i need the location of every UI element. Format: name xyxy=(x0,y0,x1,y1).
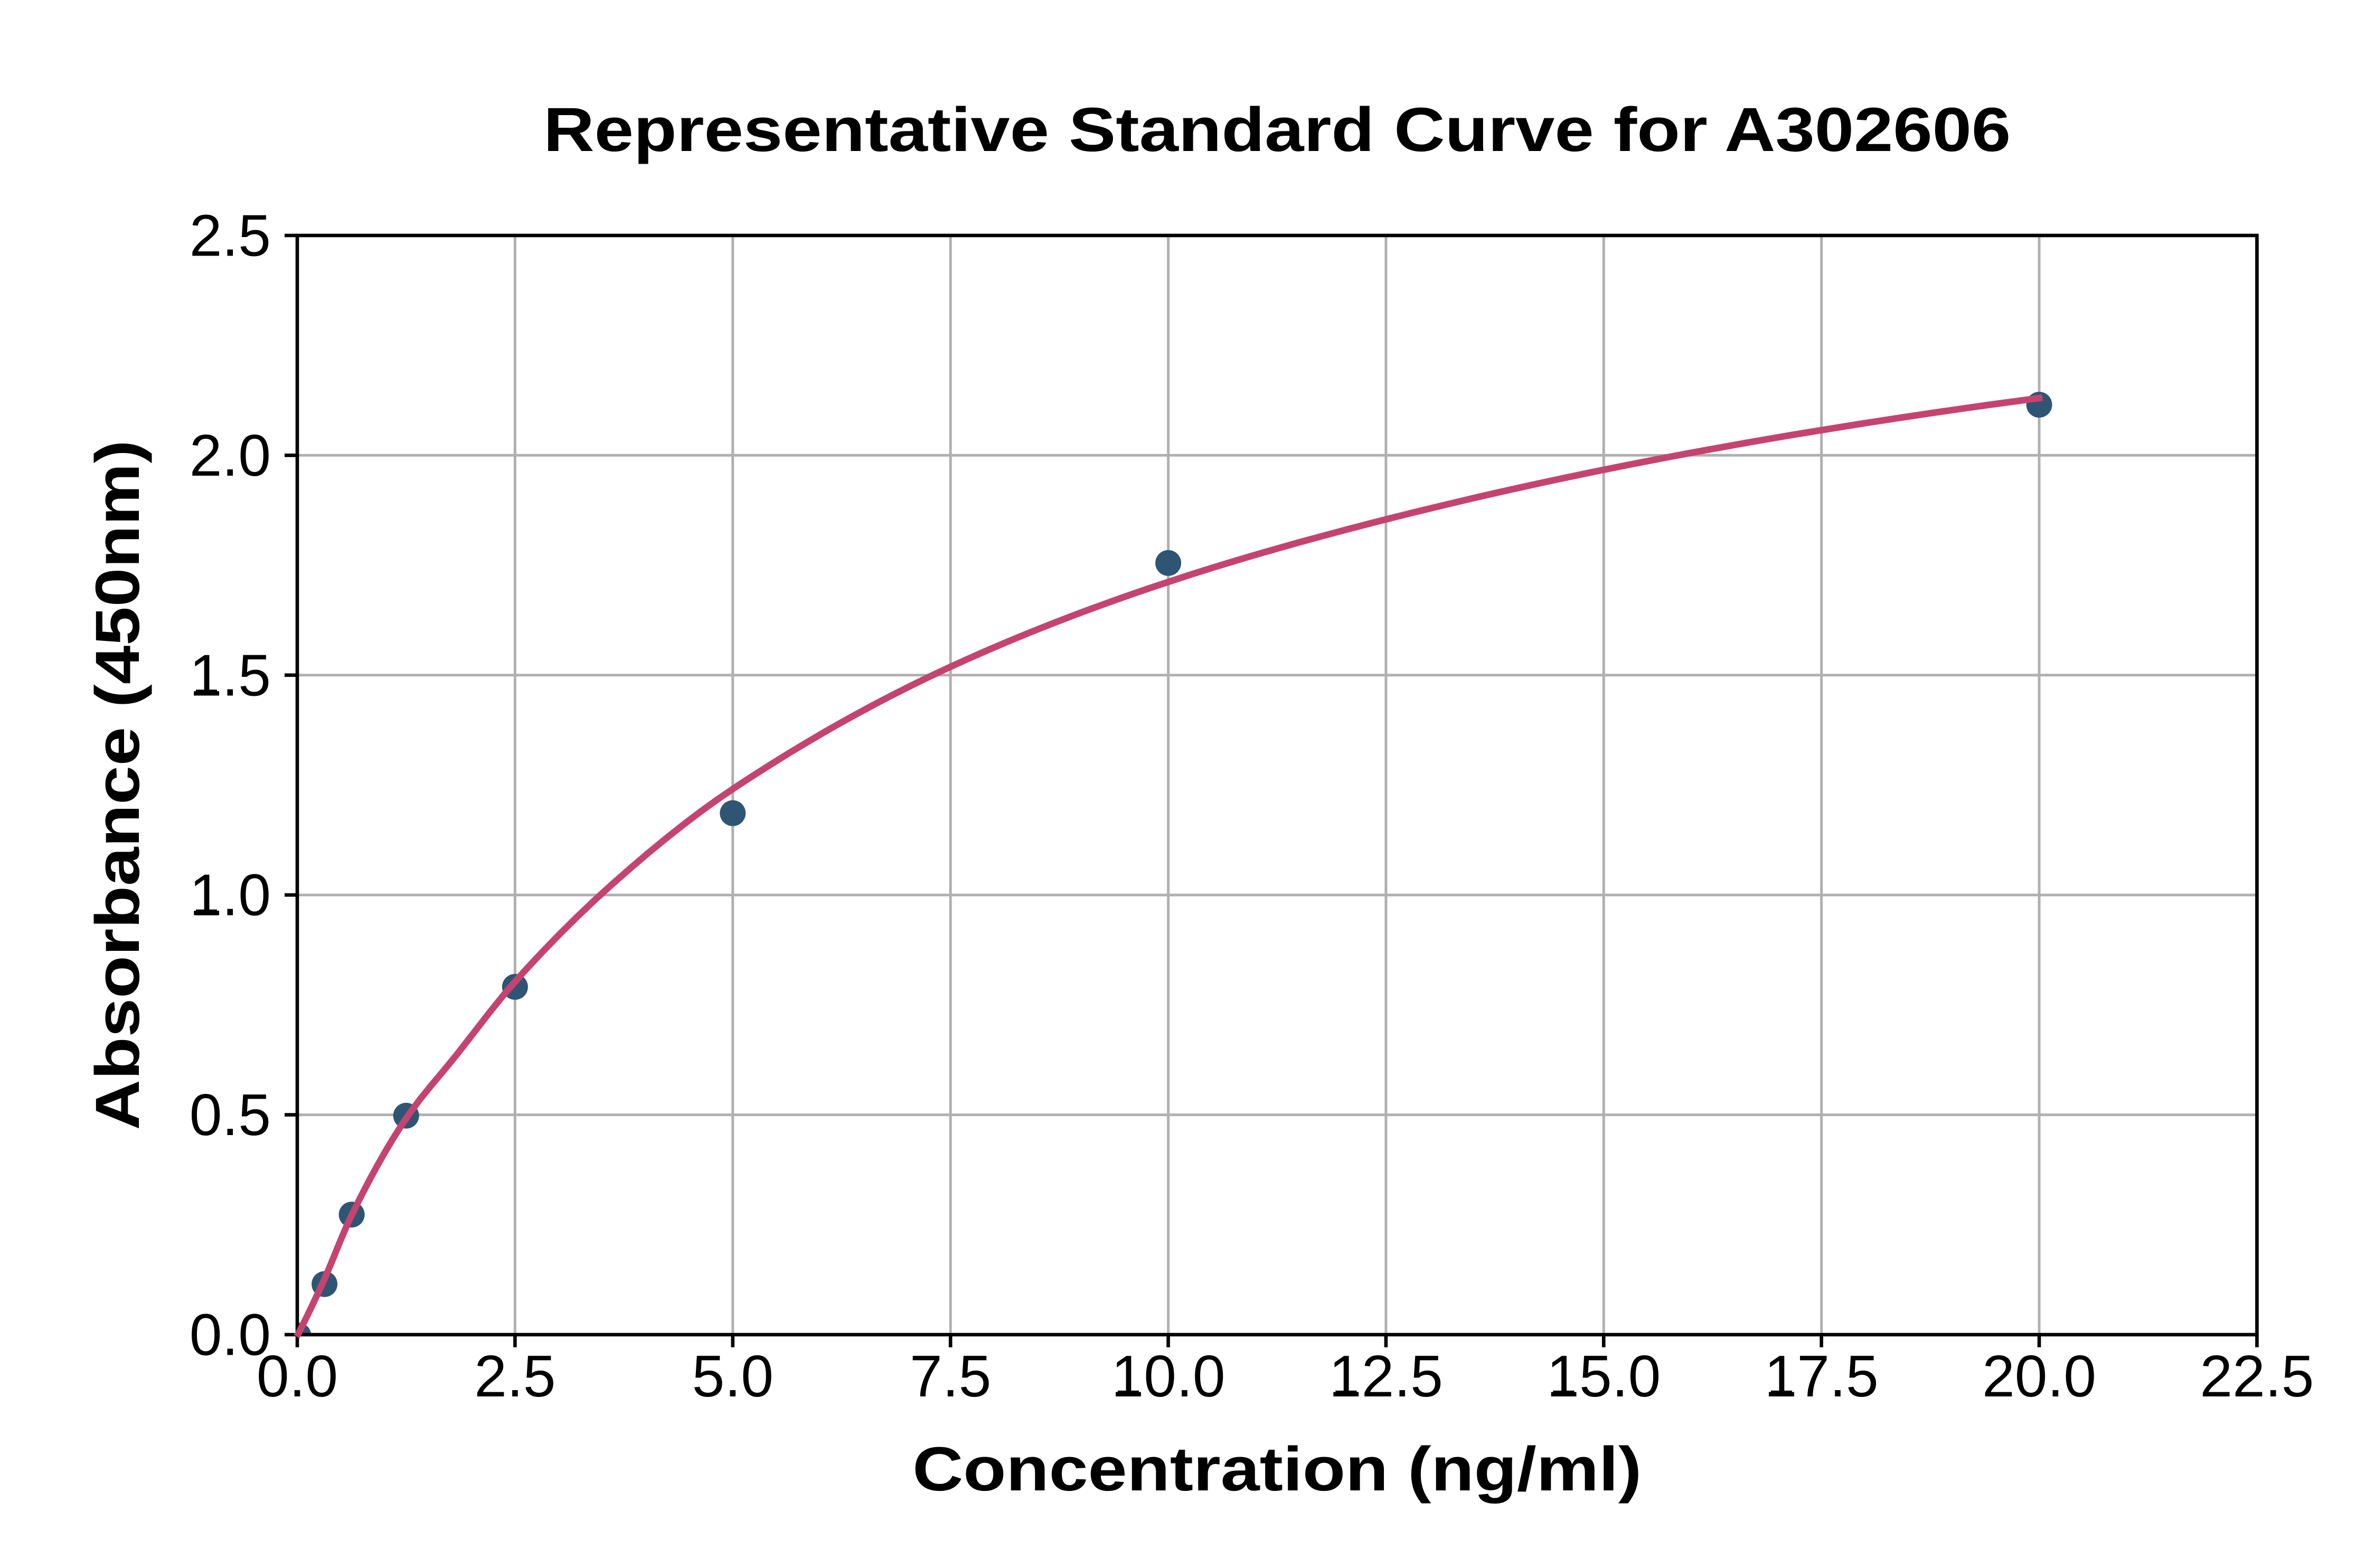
svg-text:7.5: 7.5 xyxy=(910,1344,991,1409)
svg-text:5.0: 5.0 xyxy=(692,1344,774,1409)
svg-text:Representative Standard Curve: Representative Standard Curve for A30260… xyxy=(543,95,2011,165)
svg-text:10.0: 10.0 xyxy=(1111,1344,1225,1409)
svg-text:17.5: 17.5 xyxy=(1765,1344,1879,1409)
svg-text:1.5: 1.5 xyxy=(190,643,271,708)
svg-text:Absorbance (450nm): Absorbance (450nm) xyxy=(83,440,153,1130)
svg-text:Concentration (ng/ml): Concentration (ng/ml) xyxy=(912,1434,1642,1504)
svg-text:20.0: 20.0 xyxy=(1982,1344,2096,1409)
svg-text:2.0: 2.0 xyxy=(190,423,271,488)
svg-text:0.0: 0.0 xyxy=(190,1302,271,1368)
svg-text:12.5: 12.5 xyxy=(1329,1344,1443,1409)
svg-text:15.0: 15.0 xyxy=(1547,1344,1661,1409)
svg-text:2.5: 2.5 xyxy=(190,203,271,269)
svg-text:1.0: 1.0 xyxy=(190,863,271,928)
svg-text:22.5: 22.5 xyxy=(2200,1344,2314,1409)
svg-text:2.5: 2.5 xyxy=(474,1344,555,1409)
svg-text:0.0: 0.0 xyxy=(257,1344,338,1409)
svg-text:0.5: 0.5 xyxy=(190,1082,271,1148)
